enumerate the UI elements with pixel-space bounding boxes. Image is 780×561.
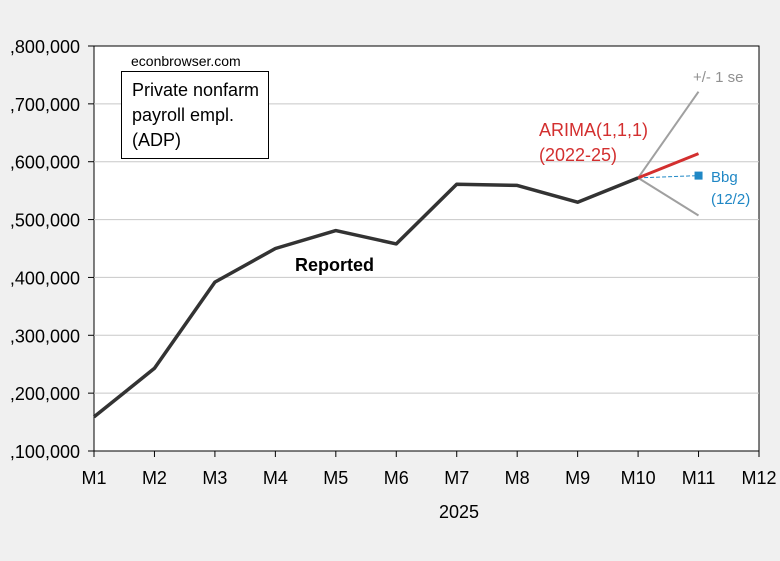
x-axis-label: 2025 xyxy=(439,502,479,522)
bbg-dashed-line xyxy=(638,175,699,179)
arima-label-line2: (2022-25) xyxy=(539,145,617,165)
x-axis: M1 M2 M3 M4 M5 M6 M7 M8 M9 M10 M11 M12 xyxy=(81,451,777,488)
reported-label: Reported xyxy=(295,255,374,275)
source-label: econbrowser.com xyxy=(131,53,241,69)
arima-label-line1: ARIMA(1,1,1) xyxy=(539,120,648,140)
x-tick-label: M9 xyxy=(565,468,590,488)
legend-line-3: (ADP) xyxy=(132,130,181,150)
se-band-line-upper xyxy=(637,91,700,179)
se-band-line-lower xyxy=(637,177,700,217)
x-tick-label: M11 xyxy=(682,468,716,488)
x-tick-label: M10 xyxy=(621,468,656,488)
x-tick-label: M1 xyxy=(81,468,106,488)
y-tick-label: ,800,000 xyxy=(10,37,80,57)
reported-line xyxy=(92,176,639,419)
y-tick-label: ,300,000 xyxy=(10,326,80,346)
bbg-label-line2: (12/2) xyxy=(711,191,750,208)
grid-lines xyxy=(94,103,759,394)
x-tick-label: M7 xyxy=(444,468,469,488)
y-tick-label: ,500,000 xyxy=(10,211,80,231)
x-tick-label: M4 xyxy=(263,468,288,488)
legend-line-1: Private nonfarm xyxy=(132,80,260,100)
x-tick-label: M12 xyxy=(741,468,776,488)
y-axis: ,100,000 ,200,000 ,300,000 ,400,000 ,500,000… xyxy=(10,37,94,462)
legend-box: Private nonfarm payroll empl. (ADP) xyxy=(121,71,269,159)
x-tick-label: M6 xyxy=(384,468,409,488)
y-tick-label: ,100,000 xyxy=(10,442,80,462)
y-tick-label: ,700,000 xyxy=(10,95,80,115)
x-tick-label: M3 xyxy=(202,468,227,488)
x-tick-label: M8 xyxy=(505,468,530,488)
series-lines xyxy=(92,91,703,419)
legend-line-2: payroll empl. xyxy=(132,105,235,125)
bbg-label-line1: Bbg xyxy=(711,169,738,186)
arima-forecast-line xyxy=(637,152,700,180)
bbg-marker xyxy=(694,171,703,180)
se-band-label: +/- 1 se xyxy=(693,69,743,86)
x-tick-label: M5 xyxy=(323,468,348,488)
y-tick-label: ,400,000 xyxy=(10,268,80,288)
x-tick-label: M2 xyxy=(142,468,167,488)
y-tick-label: ,600,000 xyxy=(10,153,80,173)
y-tick-label: ,200,000 xyxy=(10,384,80,404)
